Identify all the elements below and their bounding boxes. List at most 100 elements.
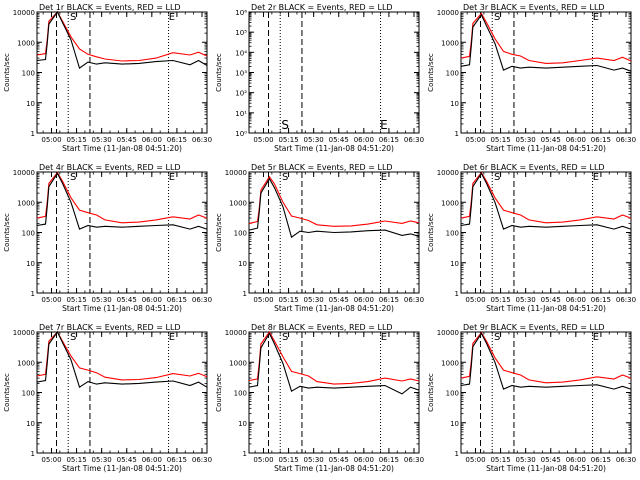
events-curve — [460, 332, 632, 390]
x-tick-label: 05:30 — [516, 456, 536, 464]
x-tick-label: 05:15 — [278, 296, 298, 304]
plot-frame — [248, 11, 420, 134]
events-curve — [248, 332, 420, 395]
end-mark-label: E — [169, 12, 175, 23]
y-tick-label: 10⁵ — [235, 29, 247, 37]
x-tick-label: 05:15 — [490, 136, 510, 144]
x-axis-label: Start Time (11-Jan-08 04:51:20) — [486, 464, 606, 473]
y-tick-label: 10 — [26, 260, 35, 268]
y-tick-label: 100 — [22, 390, 35, 398]
panel-title: Det 6r BLACK = Events, RED = LLD — [463, 163, 605, 172]
x-tick-label: 06:30 — [404, 296, 424, 304]
x-tick-label: 05:45 — [541, 136, 561, 144]
events-curve — [460, 13, 632, 72]
y-tick-label: 1000 — [229, 199, 247, 207]
y-tick-label: 1000 — [229, 359, 247, 367]
x-tick-label: 06:00 — [142, 136, 162, 144]
detector-panel-5: Det 5r BLACK = Events, RED = LLD 1 10 100 10… — [215, 163, 424, 313]
panel-title: Det 9r BLACK = Events, RED = LLD — [463, 323, 605, 332]
end-mark-label: E — [169, 332, 175, 343]
y-tick-label: 100 — [446, 70, 459, 78]
y-tick-label: 10 — [238, 260, 247, 268]
y-axis-label: Counts/sec — [215, 213, 223, 252]
x-axis-label: Start Time (11-Jan-08 04:51:20) — [486, 304, 606, 313]
y-tick-label: 1000 — [441, 199, 459, 207]
lld-curve — [460, 12, 632, 64]
y-tick-label: 1 — [243, 290, 247, 298]
x-tick-label: 05:15 — [490, 296, 510, 304]
x-tick-label: 05:30 — [516, 136, 536, 144]
x-tick-label: 05:00 — [41, 136, 61, 144]
panel-title: Det 8r BLACK = Events, RED = LLD — [251, 323, 393, 332]
x-tick-label: 05:45 — [117, 136, 137, 144]
x-tick-label: 06:30 — [616, 456, 636, 464]
y-tick-label: 10⁴ — [235, 49, 247, 57]
x-tick-label: 05:30 — [304, 456, 324, 464]
y-tick-label: 100 — [446, 390, 459, 398]
y-tick-label: 10 — [450, 420, 459, 428]
y-tick-label: 1 — [31, 450, 35, 458]
y-tick-label: 10² — [235, 90, 247, 98]
x-tick-label: 06:30 — [192, 136, 212, 144]
x-axis-label: Start Time (11-Jan-08 04:51:20) — [274, 144, 394, 153]
x-tick-label: 05:00 — [253, 296, 273, 304]
x-tick-label: 06:00 — [142, 296, 162, 304]
y-tick-label: 10 — [450, 100, 459, 108]
x-tick-label: 05:45 — [541, 456, 561, 464]
x-tick-label: 06:00 — [566, 136, 586, 144]
y-axis-label: Counts/sec — [215, 53, 223, 92]
y-axis-label: Counts/sec — [215, 373, 223, 412]
x-tick-label: 05:00 — [465, 136, 485, 144]
y-axis-label: Counts/sec — [3, 373, 11, 412]
x-axis-label: Start Time (11-Jan-08 04:51:20) — [486, 144, 606, 153]
end-mark-label: E — [380, 118, 388, 132]
x-tick-label: 05:45 — [117, 296, 137, 304]
x-axis-label: Start Time (11-Jan-08 04:51:20) — [62, 304, 182, 313]
y-tick-label: 10 — [450, 260, 459, 268]
x-tick-label: 05:15 — [278, 136, 298, 144]
x-tick-label: 06:30 — [616, 136, 636, 144]
y-tick-label: 1000 — [17, 199, 35, 207]
plot-frame — [36, 171, 208, 294]
x-tick-label: 06:30 — [616, 296, 636, 304]
detector-panel-8: Det 8r BLACK = Events, RED = LLD 1 10 100 10… — [215, 323, 424, 473]
x-axis-label: Start Time (11-Jan-08 04:51:20) — [62, 464, 182, 473]
y-tick-label: 1000 — [17, 39, 35, 47]
y-axis-label: Counts/sec — [3, 53, 11, 92]
x-tick-label: 05:15 — [66, 456, 86, 464]
lld-curve — [36, 11, 208, 62]
y-tick-label: 10000 — [437, 169, 459, 177]
x-tick-label: 05:00 — [41, 456, 61, 464]
end-mark-label: E — [381, 172, 387, 183]
x-tick-label: 05:30 — [304, 136, 324, 144]
y-tick-label: 10000 — [225, 329, 247, 337]
start-mark-label: S — [494, 172, 500, 183]
x-tick-label: 06:15 — [167, 456, 187, 464]
y-tick-label: 100 — [234, 230, 247, 238]
y-tick-label: 10⁶ — [235, 9, 247, 17]
x-tick-label: 05:45 — [541, 296, 561, 304]
events-curve — [248, 177, 420, 239]
y-tick-label: 10000 — [13, 9, 35, 17]
y-tick-label: 10000 — [437, 329, 459, 337]
y-axis-label: Counts/sec — [427, 53, 435, 92]
x-tick-label: 06:15 — [379, 136, 399, 144]
x-tick-label: 05:15 — [490, 456, 510, 464]
start-mark-label: S — [70, 332, 76, 343]
x-tick-label: 05:30 — [516, 296, 536, 304]
start-mark-label: S — [494, 12, 500, 23]
x-tick-label: 05:00 — [253, 456, 273, 464]
x-tick-label: 05:15 — [66, 136, 86, 144]
detector-panel-1: Det 1r BLACK = Events, RED = LLD 1 10 100 10… — [3, 3, 212, 153]
lld-curve — [36, 171, 208, 224]
panel-title: Det 7r BLACK = Events, RED = LLD — [39, 323, 181, 332]
y-tick-label: 10000 — [437, 9, 459, 17]
plot-frame — [36, 331, 208, 454]
detector-panel-7: Det 7r BLACK = Events, RED = LLD 1 10 100 10… — [3, 323, 212, 473]
x-tick-label: 06:00 — [566, 296, 586, 304]
x-tick-label: 06:15 — [591, 296, 611, 304]
panel-title: Det 1r BLACK = Events, RED = LLD — [39, 3, 181, 12]
x-tick-label: 05:15 — [278, 456, 298, 464]
y-tick-label: 1000 — [441, 39, 459, 47]
